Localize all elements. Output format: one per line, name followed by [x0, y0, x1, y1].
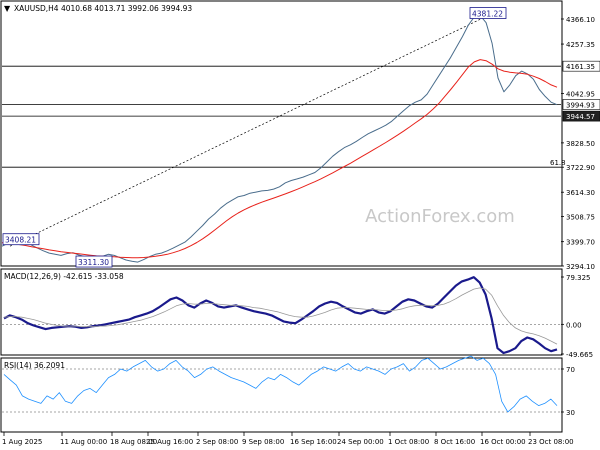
x-tick-label: 1 Oct 08:00 — [388, 438, 429, 446]
x-tick-label: 2 Sep 08:00 — [196, 438, 238, 446]
x-tick-label: 1 Aug 2025 — [2, 438, 42, 446]
y-tick-label: 3294.10 — [566, 263, 595, 271]
rsi-panel-frame — [0, 357, 563, 433]
grid-layer — [2, 15, 561, 413]
y-tick-label: -49.665 — [566, 351, 593, 359]
price-tag — [562, 99, 600, 110]
annotation-layer: 61.8 4381.22 3408.21 3311.30 — [2, 7, 566, 268]
y-tick-label: 70 — [566, 366, 575, 374]
price-annotation-box — [469, 7, 507, 19]
y-tick-label: 4366.10 — [566, 16, 595, 24]
y-tick-label: 3828.50 — [566, 140, 595, 148]
series-macd — [3, 276, 558, 355]
y-tick-label: 4042.95 — [566, 90, 595, 98]
x-tick-label: 9 Sep 08:00 — [242, 438, 284, 446]
x-tick-label: 16 Oct 00:00 — [480, 438, 526, 446]
y-tick-label: 3399.70 — [566, 239, 595, 247]
rsi-panel-title: RSI(14) 36.2091 — [4, 361, 65, 370]
x-tick-label: 8 Oct 16:00 — [434, 438, 475, 446]
x-tick-label: 16 Sep 16:00 — [290, 438, 337, 446]
price-annotation-label: 4381.22 — [472, 10, 503, 19]
price-tag — [562, 110, 600, 122]
y-tick-label: 3722.90 — [566, 164, 595, 172]
axis-layer: 4366.10 4257.35 4042.95 3828.50 3722.90 3614.… — [561, 16, 600, 417]
x-tick-label: 25 Aug 16:00 — [146, 438, 193, 446]
price-tag-label: 3994.93 — [566, 102, 595, 110]
y-tick-label: 30 — [566, 409, 575, 417]
price-annotation-box — [2, 233, 40, 246]
y-tick-label: 4257.35 — [566, 41, 595, 49]
fib-level-label: 61.8 — [550, 159, 566, 167]
dropdown-arrow-icon[interactable]: ▼ — [4, 4, 11, 13]
series-rsi — [3, 355, 558, 413]
price-annotation-label: 3311.30 — [78, 258, 109, 267]
x-tick-label: 23 Oct 08:00 — [528, 438, 574, 446]
trend-line — [9, 15, 489, 247]
y-tick-label: 0.00 — [566, 321, 582, 329]
watermark: ActionForex.com — [365, 206, 515, 227]
x-tick-label: 11 Aug 00:00 — [60, 438, 107, 446]
price-annotation-box — [75, 255, 113, 268]
y-tick-label: 79.325 — [566, 274, 591, 282]
price-tag — [562, 60, 600, 72]
price-tag-label: 3944.57 — [566, 113, 595, 121]
price-tag-label: 4161.35 — [566, 63, 595, 71]
series-signal — [3, 287, 558, 345]
macd-panel-title: MACD(12,26,9) -42.615 -33.058 — [4, 272, 124, 281]
x-tick-label: 18 Aug 08:00 — [110, 438, 157, 446]
macd-panel-frame — [0, 268, 563, 356]
x-tick-label: 24 Sep 00:00 — [337, 438, 384, 446]
chart-title: XAUUSD,H4 4010.68 4013.71 3992.06 3994.9… — [14, 4, 192, 13]
y-tick-label: 3508.75 — [566, 214, 595, 222]
price-panel-frame — [0, 0, 563, 267]
price-annotation-label: 3408.21 — [5, 236, 36, 245]
y-tick-label: 3614.30 — [566, 189, 595, 197]
